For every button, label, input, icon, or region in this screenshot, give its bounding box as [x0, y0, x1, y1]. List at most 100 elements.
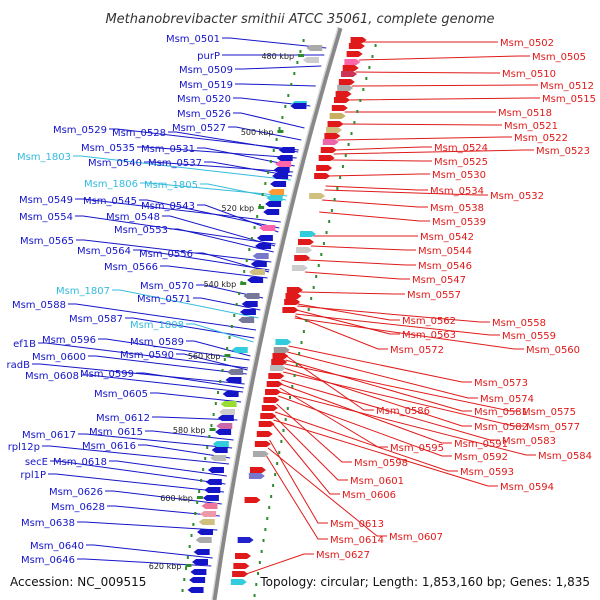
left-strand-gene-arrow	[227, 369, 244, 375]
scale-tick-mark	[185, 564, 192, 567]
inner-track-marker	[302, 39, 305, 42]
right-callout-line	[324, 189, 488, 196]
inner-track-marker	[188, 545, 191, 548]
gene-label-left: Msm_0571	[137, 294, 191, 305]
inner-track-marker	[272, 149, 275, 152]
inner-track-marker	[267, 171, 270, 174]
left-callout-line	[233, 97, 311, 107]
right-callout-line	[294, 315, 388, 350]
right-strand-gene-arrow	[254, 441, 271, 447]
inner-track-marker	[198, 490, 201, 493]
rna-gene-label-left: Msm_1805	[144, 180, 198, 191]
outer-track-marker	[291, 385, 294, 388]
scale-tick-label: 500 kbp	[241, 128, 274, 137]
left-strand-gene-arrow	[222, 391, 239, 397]
inner-track-marker	[202, 468, 205, 471]
left-callout-line	[195, 252, 270, 273]
right-callout-line	[278, 395, 452, 457]
right-strand-gene-arrow	[350, 37, 367, 43]
inner-track-marker	[208, 435, 211, 438]
left-callout-line	[112, 289, 259, 319]
left-strand-gene-arrow	[241, 301, 258, 307]
gene-label-right: Msm_0515	[542, 94, 596, 105]
right-strand-gene-arrow	[327, 121, 344, 127]
right-strand-gene-arrow	[271, 359, 288, 365]
gene-label-left: purP	[197, 51, 220, 62]
gene-label-left: Msm_0638	[21, 518, 75, 529]
inner-track-marker	[248, 248, 251, 251]
gene-label-right: Msm_0530	[432, 170, 486, 181]
left-callout-line	[162, 215, 276, 247]
left-callout-line	[78, 433, 233, 449]
outer-track-marker	[341, 165, 344, 168]
right-strand-gene-arrow	[272, 353, 289, 359]
left-callout-line	[137, 146, 297, 159]
right-callout-line	[272, 423, 340, 495]
right-strand-gene-arrow	[237, 537, 254, 543]
right-callout-line	[333, 149, 534, 155]
inner-track-marker	[230, 325, 233, 328]
right-callout-line	[297, 303, 400, 321]
gene-label-left: Msm_0640	[30, 541, 84, 552]
right-strand-gene-arrow	[316, 165, 333, 171]
outer-track-marker	[368, 66, 371, 69]
left-callout-line	[160, 265, 268, 279]
left-callout-line	[150, 392, 242, 403]
inner-track-marker	[284, 105, 287, 108]
outer-track-marker	[362, 88, 365, 91]
outer-track-marker	[257, 572, 260, 575]
gene-label-right: Msm_0512	[540, 81, 594, 92]
gene-label-left: secE	[25, 457, 48, 468]
outer-track-marker	[339, 176, 342, 179]
gene-label-left: Msm_0531	[141, 144, 195, 155]
gene-label-right: Msm_0544	[418, 246, 472, 257]
outer-track-marker	[289, 396, 292, 399]
right-callout-line	[269, 439, 328, 524]
outer-track-marker	[374, 44, 377, 47]
outer-track-marker	[298, 352, 301, 355]
gene-label-left: Msm_0565	[20, 236, 74, 247]
left-callout-line	[145, 430, 234, 441]
gene-label-left: Msm_0590	[120, 350, 174, 361]
gene-label-right: Msm_0525	[434, 157, 488, 168]
outer-track-marker	[322, 242, 325, 245]
outer-track-marker	[266, 517, 269, 520]
right-callout-line	[328, 173, 430, 177]
inner-track-marker	[287, 94, 290, 97]
left-callout-line	[81, 374, 244, 393]
outer-track-marker	[347, 143, 350, 146]
left-strand-gene-arrow	[256, 235, 273, 241]
scale-tick-label: 560 kbp	[188, 352, 221, 361]
gene-label-left: Msm_0554	[19, 212, 73, 223]
left-strand-gene-arrow	[216, 423, 233, 429]
outer-track-marker	[258, 561, 261, 564]
gene-label-left: Msm_0564	[77, 246, 131, 257]
inner-track-marker	[210, 424, 213, 427]
gene-label-right: Msm_0534	[430, 186, 484, 197]
inner-track-marker	[264, 182, 267, 185]
gene-label-left: Msm_0587	[69, 314, 123, 325]
gene-label-right: Msm_0510	[502, 69, 556, 80]
left-callout-line	[109, 128, 299, 151]
left-strand-gene-arrow	[200, 511, 217, 517]
right-strand-gene-arrow	[268, 373, 285, 379]
gene-label-left: Msm_0608	[25, 371, 79, 382]
inner-track-marker	[185, 567, 188, 570]
left-strand-gene-arrow	[220, 401, 237, 407]
outer-track-marker	[307, 308, 310, 311]
right-strand-gene-arrow	[331, 105, 348, 111]
scale-ticks-layer: 480 kbp 500 kbp 520 kbp 540 kbp 560 kbp 580 k…	[149, 52, 305, 571]
right-callout-line	[322, 199, 428, 208]
left-callout-line	[186, 340, 251, 357]
gene-label-right: Msm_0606	[342, 490, 396, 501]
left-strand-gene-arrow	[225, 377, 242, 383]
outer-track-marker	[356, 110, 359, 113]
gene-label-left: Msm_0549	[19, 195, 73, 206]
left-callout-line	[235, 83, 316, 87]
rna-gene-label-left: Msm_1806	[84, 179, 138, 190]
outer-track-marker	[278, 451, 281, 454]
gene-label-left: Msm_0545	[83, 196, 137, 207]
right-strand-gene-arrow	[337, 85, 354, 91]
left-strand-gene-arrow	[263, 209, 280, 215]
left-callout-line	[186, 323, 254, 343]
